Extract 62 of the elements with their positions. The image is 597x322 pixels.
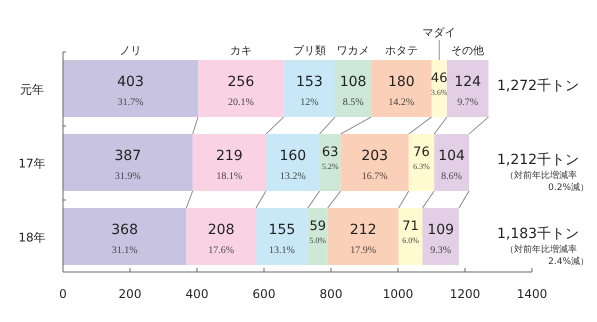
- annotation: （対前年比増減率 0.2%減）: [505, 170, 589, 193]
- bar: [284, 60, 336, 117]
- data-label: 63 5.2%: [322, 145, 339, 171]
- y-tick-label: 17年: [18, 156, 46, 170]
- data-label: 59 5.0%: [309, 219, 326, 245]
- data-label: 403 31.7%: [117, 74, 144, 108]
- total-label: 1,272千トン: [497, 78, 580, 94]
- data-label: 153 12%: [296, 74, 323, 108]
- bar: [63, 60, 198, 117]
- data-label: 219 18.1%: [216, 148, 243, 182]
- x-tick-label: 1400: [516, 287, 548, 301]
- data-label: 160 13.2%: [279, 148, 306, 182]
- data-label: 108 8.5%: [340, 74, 366, 108]
- x-tick-label: 800: [320, 287, 342, 301]
- data-label: 180 14.2%: [388, 74, 415, 108]
- data-label: 109 9.3%: [427, 222, 454, 256]
- data-label: 203 16.7%: [361, 148, 388, 182]
- x-tick-label: 200: [118, 287, 142, 301]
- data-label: 46 3.6%: [430, 71, 448, 97]
- bar: [63, 208, 186, 265]
- bar: [422, 208, 459, 265]
- bar: [340, 134, 409, 191]
- total-label: 1,183千トン: [497, 226, 580, 242]
- text: マダイ: [422, 26, 456, 39]
- data-label: 212 17.9%: [350, 222, 377, 256]
- bar: [328, 208, 399, 265]
- bar: [186, 208, 256, 265]
- bar: [192, 134, 266, 191]
- x-tick-label: 600: [252, 287, 276, 301]
- x-tick-label: 0: [59, 287, 67, 301]
- series-label: ホタテ: [384, 44, 418, 57]
- series-label: ワカメ: [336, 44, 370, 57]
- bar: [335, 60, 372, 117]
- bar: [266, 134, 320, 191]
- series-label: その他: [451, 44, 484, 57]
- bar: [371, 60, 432, 117]
- total-label: 1,212千トン: [497, 152, 580, 168]
- data-label: 256 20.1%: [228, 74, 254, 108]
- data-label: 155 13.1%: [268, 222, 296, 256]
- y-tick-label: 元年: [20, 82, 44, 96]
- x-tick-label: 1000: [382, 287, 414, 301]
- data-label: 387 31.9%: [114, 148, 142, 182]
- series-label: ブリ類: [292, 44, 326, 57]
- bar: [446, 60, 488, 117]
- data-label: 104 8.6%: [438, 148, 466, 182]
- annotation: （対前年比増減率 2.4%減）: [505, 244, 589, 267]
- y-tick-label: 18年: [18, 230, 46, 244]
- data-label: 368 31.1%: [111, 222, 138, 256]
- x-tick-label: 400: [186, 287, 208, 301]
- bar: [434, 134, 470, 191]
- bar: [398, 208, 422, 265]
- series-label: ノリ: [120, 44, 142, 57]
- data-label: 124 9.7%: [454, 74, 482, 108]
- bar: [63, 134, 193, 191]
- series-label: カキ: [230, 44, 252, 57]
- data-label: 71 6.0%: [402, 219, 420, 245]
- bar: [256, 208, 308, 265]
- data-label: 208 17.6%: [208, 222, 234, 256]
- bar: [198, 60, 284, 117]
- bar: [408, 134, 434, 191]
- data-label: 76 6.3%: [413, 145, 430, 171]
- x-tick-label: 1200: [450, 287, 480, 301]
